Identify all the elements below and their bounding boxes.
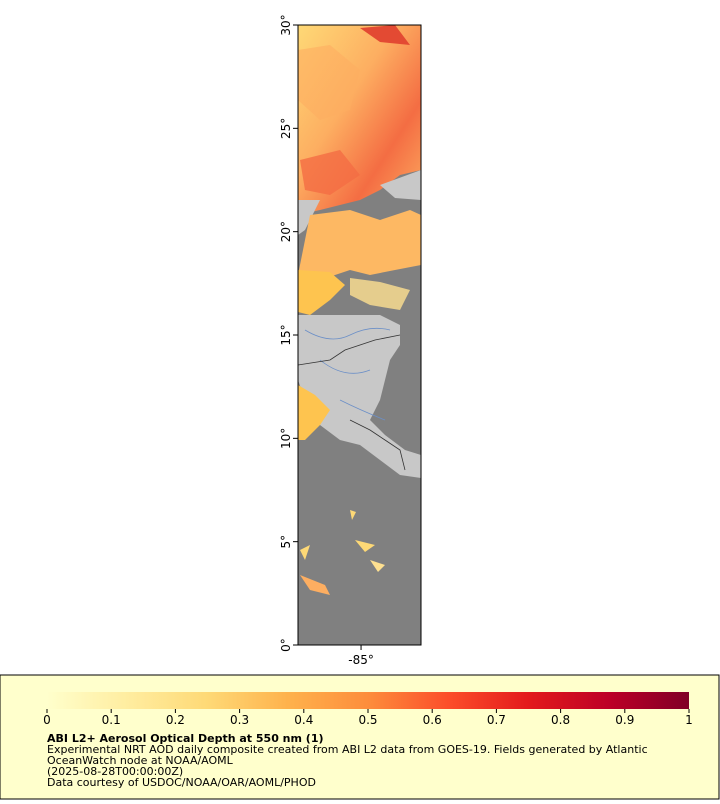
colorbar-tick-label: 1 [685, 713, 693, 727]
colorbar-tick-label: 0.5 [358, 713, 377, 727]
legend-line: Data courtesy of USDOC/NOAA/OAR/AOML/PHO… [47, 776, 316, 789]
colorbar: 0 0.1 0.2 0.3 0.4 0.5 0.6 0.7 0.8 0.9 1 [43, 692, 693, 727]
colorbar-tick-label: 0.2 [166, 713, 185, 727]
colorbar-tick-label: 0.3 [230, 713, 249, 727]
map-image [297, 24, 422, 646]
legend-line: Experimental NRT AOD daily composite cre… [47, 743, 648, 756]
colorbar-tick-label: 0.1 [102, 713, 121, 727]
y-tick-label: 15° [279, 324, 293, 345]
legend-line: OceanWatch node at NOAA/AOML [47, 754, 234, 767]
legend-title: ABI L2+ Aerosol Optical Depth at 550 nm … [47, 732, 324, 745]
map-axes: 0° 5° 10° 15° 20° 25° 30° -85° [279, 14, 374, 667]
y-tick-label: 10° [279, 428, 293, 449]
y-tick-label: 25° [279, 118, 293, 139]
y-tick-label: 20° [279, 221, 293, 242]
y-tick-label: 0° [279, 638, 293, 652]
colorbar-tick-label: 0.9 [615, 713, 634, 727]
colorbar-tick-label: 0 [43, 713, 51, 727]
colorbar-ramp [47, 692, 689, 709]
colorbar-tick-label: 0.4 [294, 713, 313, 727]
y-tick-label: 30° [279, 14, 293, 35]
colorbar-tick-label: 0.8 [551, 713, 570, 727]
x-tick-label: -85° [348, 653, 374, 667]
y-tick-label: 5° [279, 535, 293, 549]
colorbar-tick-label: 0.6 [423, 713, 442, 727]
legend-line: (2025-08-28T00:00:00Z) [47, 765, 183, 778]
colorbar-tick-label: 0.7 [487, 713, 506, 727]
